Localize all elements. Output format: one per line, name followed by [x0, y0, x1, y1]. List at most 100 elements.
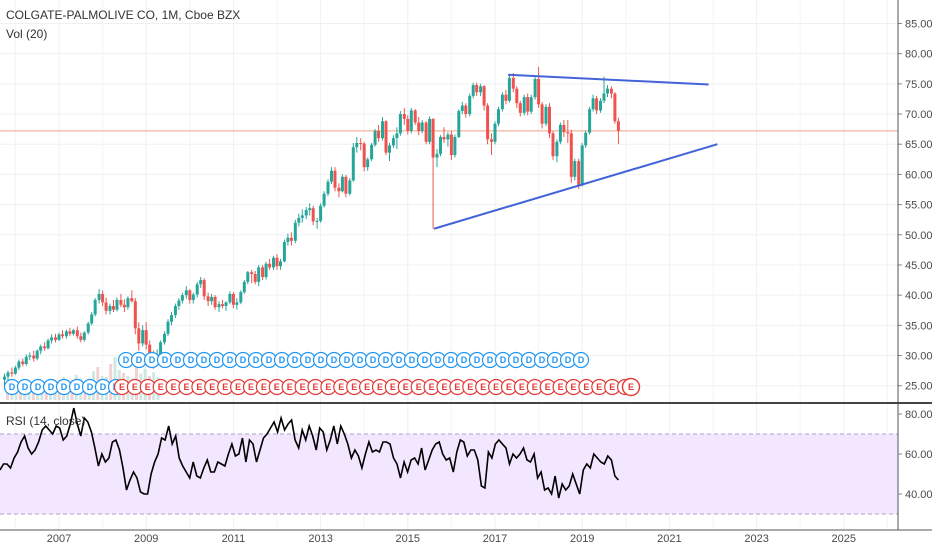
candle-body[interactable]	[122, 304, 126, 308]
candle-body[interactable]	[308, 208, 312, 211]
candle-body[interactable]	[493, 123, 497, 142]
candle-body[interactable]	[417, 122, 421, 131]
candle-body[interactable]	[551, 133, 555, 157]
candle-body[interactable]	[333, 170, 337, 188]
candle-body[interactable]	[402, 114, 406, 119]
candle-body[interactable]	[79, 336, 83, 340]
candle-body[interactable]	[366, 159, 370, 168]
candle-body[interactable]	[184, 290, 188, 296]
candle-body[interactable]	[355, 143, 359, 148]
candle-body[interactable]	[166, 321, 170, 334]
candle-body[interactable]	[282, 242, 286, 262]
earnings-badge[interactable]	[621, 377, 641, 397]
candle-body[interactable]	[340, 176, 344, 192]
candle-body[interactable]	[286, 237, 290, 243]
candle-body[interactable]	[522, 97, 526, 113]
candle-body[interactable]	[202, 280, 206, 297]
candle-body[interactable]	[409, 110, 413, 131]
candle-body[interactable]	[191, 294, 195, 300]
candle-body[interactable]	[3, 376, 6, 380]
candle-body[interactable]	[529, 97, 533, 112]
candle-body[interactable]	[464, 105, 468, 115]
candle-body[interactable]	[435, 153, 439, 158]
candle-body[interactable]	[591, 98, 595, 110]
candle-body[interactable]	[13, 367, 17, 374]
trendline[interactable]	[433, 143, 718, 230]
candle-body[interactable]	[86, 323, 90, 333]
candle-body[interactable]	[75, 330, 79, 337]
candle-body[interactable]	[68, 331, 72, 334]
candle-body[interactable]	[180, 295, 184, 301]
candle-body[interactable]	[373, 130, 377, 145]
candle-body[interactable]	[449, 134, 453, 156]
candle-body[interactable]	[377, 130, 381, 139]
candle-body[interactable]	[188, 290, 192, 300]
candle-body[interactable]	[210, 296, 214, 302]
candle-body[interactable]	[471, 85, 475, 96]
candle-body[interactable]	[24, 356, 28, 364]
candle-body[interactable]	[384, 121, 388, 153]
candle-body[interactable]	[398, 114, 402, 134]
candle-body[interactable]	[257, 267, 261, 282]
candle-body[interactable]	[71, 330, 75, 334]
candle-body[interactable]	[348, 180, 352, 194]
candle-body[interactable]	[351, 147, 355, 181]
candle-body[interactable]	[490, 139, 494, 142]
candle-body[interactable]	[406, 118, 410, 131]
candle-body[interactable]	[504, 94, 508, 101]
candle-body[interactable]	[537, 79, 541, 105]
candle-body[interactable]	[573, 161, 577, 177]
candle-body[interactable]	[54, 337, 58, 340]
candle-body[interactable]	[173, 306, 177, 316]
dividend-badge[interactable]	[572, 351, 590, 369]
candle-body[interactable]	[199, 280, 203, 285]
candle-body[interactable]	[242, 281, 246, 293]
candle-body[interactable]	[141, 330, 145, 344]
candle-body[interactable]	[177, 300, 181, 307]
candle-body[interactable]	[381, 121, 385, 139]
candle-body[interactable]	[6, 372, 10, 377]
candle-body[interactable]	[413, 110, 417, 123]
candle-body[interactable]	[28, 355, 32, 357]
candle-body[interactable]	[130, 298, 134, 302]
candle-body[interactable]	[60, 334, 64, 337]
candle-body[interactable]	[275, 257, 279, 267]
candle-body[interactable]	[119, 299, 123, 305]
candle-body[interactable]	[261, 267, 265, 278]
candle-body[interactable]	[163, 333, 167, 343]
candle-body[interactable]	[46, 340, 50, 349]
candle-body[interactable]	[548, 106, 551, 134]
candle-body[interactable]	[239, 292, 243, 303]
candle-body[interactable]	[602, 93, 606, 101]
candle-body[interactable]	[57, 334, 61, 340]
candle-body[interactable]	[108, 306, 112, 311]
candle-body[interactable]	[588, 109, 592, 133]
candle-body[interactable]	[330, 170, 333, 182]
candle-body[interactable]	[566, 132, 570, 134]
candle-body[interactable]	[311, 208, 315, 222]
candle-body[interactable]	[268, 263, 272, 268]
candle-body[interactable]	[50, 337, 54, 341]
candle-body[interactable]	[595, 98, 599, 111]
candle-body[interactable]	[250, 272, 254, 275]
candle-body[interactable]	[580, 145, 584, 186]
event-badges[interactable]: D D D D D D D D D D D D D D D D D D D D D D D D D D D D D D D D D D D DD D D D…	[3, 351, 641, 397]
candle-body[interactable]	[224, 302, 228, 307]
candle-body[interactable]	[300, 215, 304, 218]
candle-body[interactable]	[446, 134, 450, 140]
candle-body[interactable]	[195, 284, 199, 295]
candle-body[interactable]	[293, 222, 297, 241]
candle-body[interactable]	[297, 217, 301, 223]
candle-body[interactable]	[326, 181, 330, 194]
candle-body[interactable]	[562, 124, 566, 133]
candle-body[interactable]	[144, 330, 148, 345]
candle-body[interactable]	[359, 143, 363, 145]
candle-body[interactable]	[453, 136, 457, 156]
candle-body[interactable]	[391, 138, 395, 146]
candle-body[interactable]	[457, 111, 461, 137]
candle-body[interactable]	[304, 210, 308, 216]
candle-body[interactable]	[395, 133, 399, 139]
candle-body[interactable]	[558, 124, 562, 142]
candle-body[interactable]	[479, 86, 483, 93]
